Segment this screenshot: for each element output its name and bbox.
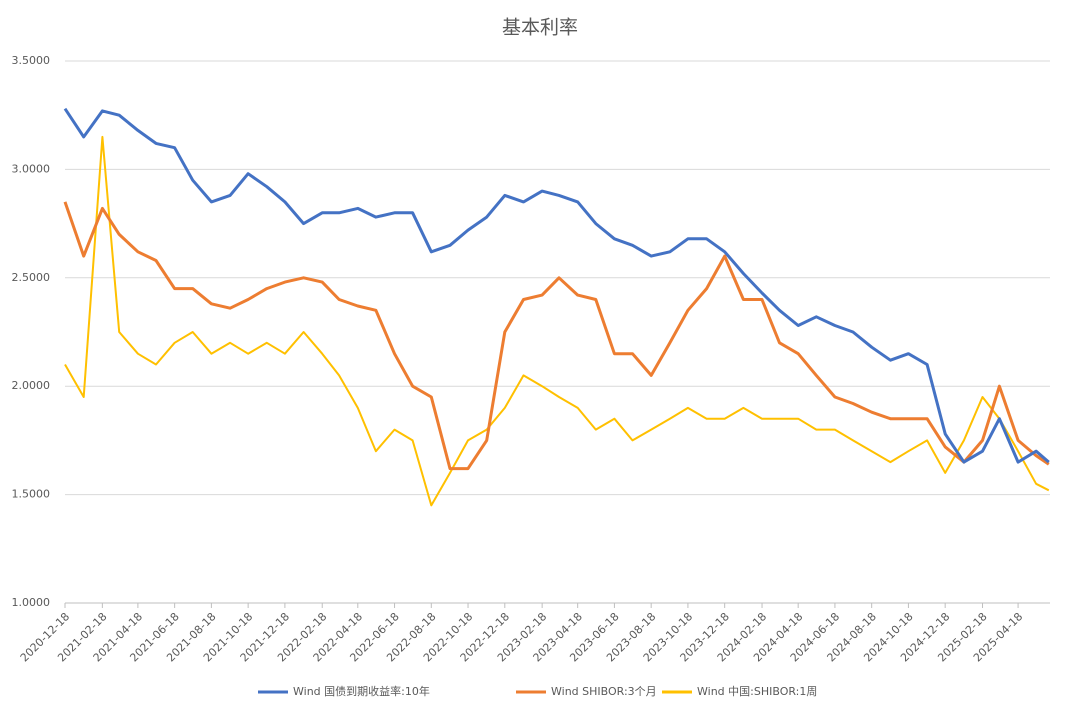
series-line <box>64 135 1050 507</box>
y-tick-label: 1.0000 <box>12 596 51 609</box>
series-line <box>63 201 1050 471</box>
legend-label: Wind 中国:SHIBOR:1周 <box>697 685 817 698</box>
legend-label: Wind 国债到期收益率:10年 <box>293 684 430 698</box>
y-tick-label: 1.5000 <box>12 488 51 501</box>
y-tick-label: 2.0000 <box>12 379 51 392</box>
y-tick-label: 3.5000 <box>12 54 51 67</box>
y-tick-label: 2.5000 <box>12 271 51 284</box>
y-tick-label: 3.0000 <box>12 162 51 175</box>
legend-label: Wind SHIBOR:3个月 <box>551 685 657 698</box>
series-line <box>63 107 1050 464</box>
chart-title: 基本利率 <box>502 17 578 39</box>
